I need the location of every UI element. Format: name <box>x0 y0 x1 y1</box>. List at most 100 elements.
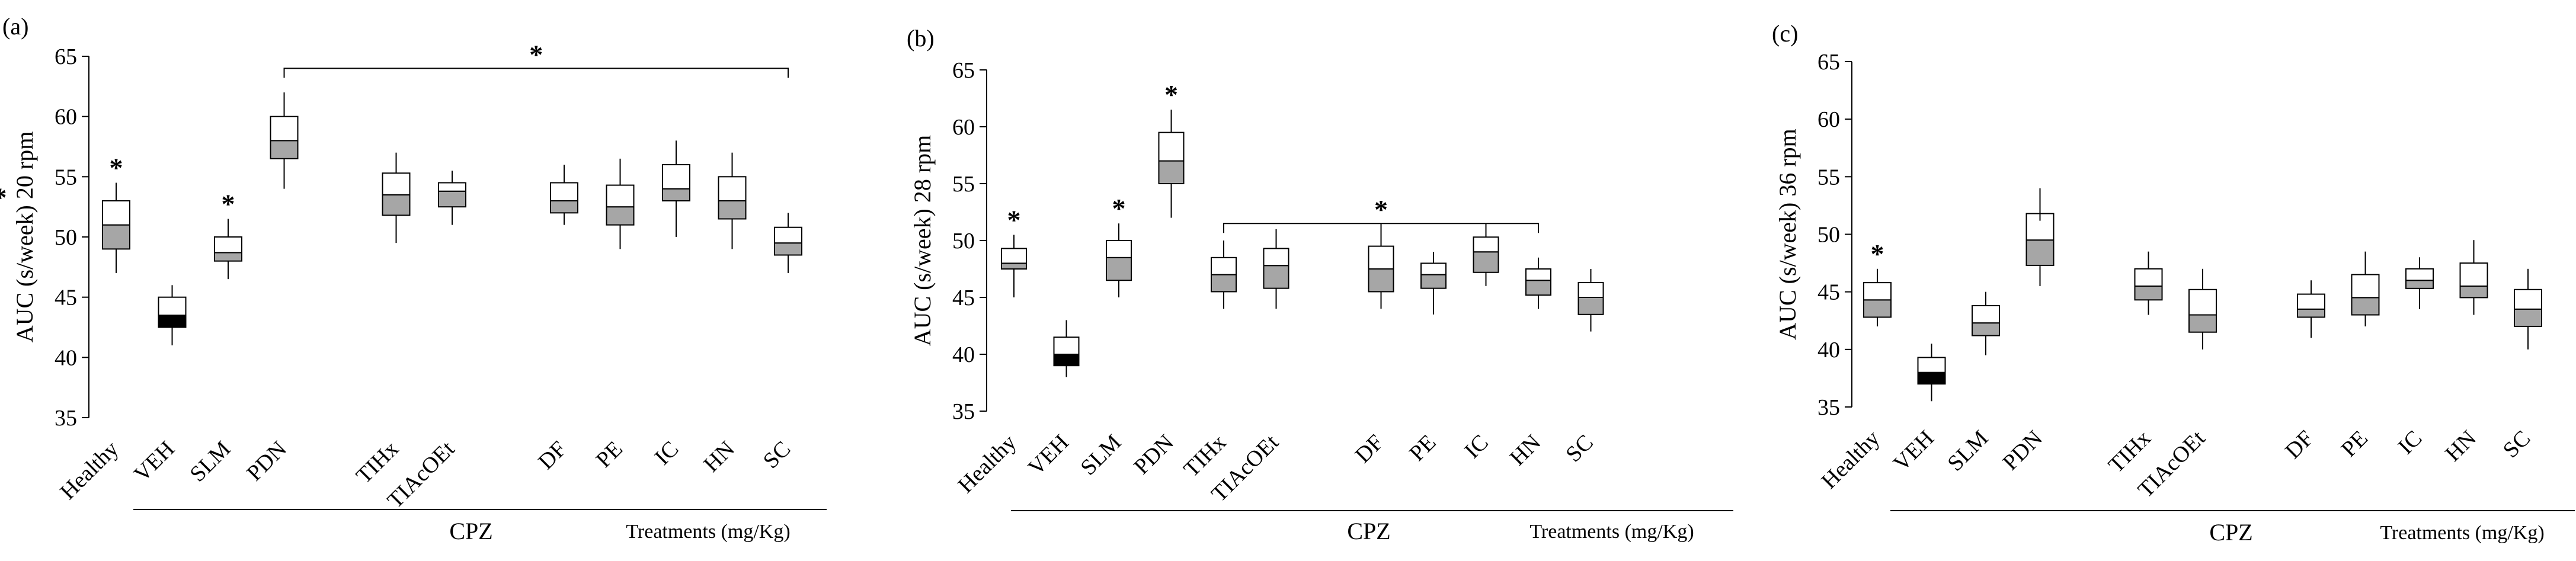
category-label: PDN <box>1998 426 2047 475</box>
box-DF <box>2297 280 2325 338</box>
box-lower-half <box>606 206 635 226</box>
box-lower-half <box>382 194 411 216</box>
y-tick-label: 35 <box>55 406 77 431</box>
box-HN <box>2459 240 2488 315</box>
panel-label: (b) <box>907 25 935 52</box>
category-label: PE <box>1404 430 1441 466</box>
box-upper-half <box>158 296 187 316</box>
box-TIHx <box>2134 251 2163 315</box>
category-label: TIHx <box>351 437 404 489</box>
box-lower-half <box>1368 268 1394 293</box>
box-lower-half <box>2297 308 2325 318</box>
box-PDN: * <box>1158 79 1185 218</box>
category-label: SLM <box>185 437 235 487</box>
box-lower-half <box>102 224 130 250</box>
y-tick-label: 40 <box>1817 338 1840 363</box>
box-VEH <box>1917 344 1946 402</box>
bracket-star: * <box>1374 194 1388 225</box>
box-upper-half <box>1053 336 1080 355</box>
y-axis-title: AUC (s/week) 28 rpm <box>909 135 936 347</box>
category-label: HN <box>2440 426 2481 467</box>
y-axis-title: AUC (s/week) 36 rpm <box>1774 129 1801 340</box>
box-upper-half <box>774 226 802 244</box>
box-lower-half <box>1917 371 1946 385</box>
box-lower-half <box>1211 274 1237 293</box>
y-tick-label: 45 <box>1817 280 1840 305</box>
y-tick-label: 60 <box>1817 107 1840 132</box>
category-label: DF <box>1351 430 1388 468</box>
box-upper-half <box>1972 304 2000 324</box>
box-upper-half <box>2459 262 2488 287</box>
box-upper-half <box>1525 268 1551 281</box>
y-tick-label: 40 <box>952 342 975 367</box>
box-SC <box>1577 269 1604 332</box>
box-upper-half <box>2351 274 2380 299</box>
box-SLM: * <box>1106 193 1132 297</box>
box-lower-half <box>270 140 299 159</box>
box-upper-half <box>1368 245 1394 270</box>
category-label: Healthy <box>1817 426 1885 494</box>
y-tick-label: 55 <box>55 165 77 190</box>
chart-panel-2: (b) 35 40 45 50 55 60 65 AUC (s/week) 28 rpm * Hea… <box>907 25 1733 544</box>
box-lower-half <box>1577 297 1604 315</box>
box-SLM: * <box>214 189 242 280</box>
box-lower-half <box>1525 280 1551 296</box>
bracket-star: * <box>529 39 543 69</box>
significance-star: * <box>222 189 235 219</box>
box-upper-half <box>1001 248 1027 264</box>
box-upper-half <box>2297 293 2325 310</box>
box-DF <box>1368 223 1394 309</box>
box-IC <box>1473 223 1499 286</box>
box-lower-half <box>662 188 690 201</box>
significance-bracket: * <box>0 182 2041 221</box>
box-upper-half <box>550 182 578 201</box>
group-label: CPZ <box>2209 519 2252 546</box>
box-lower-half <box>1158 160 1185 185</box>
y-tick-label: 50 <box>952 229 975 254</box>
box-lower-half <box>214 252 242 262</box>
box-upper-half <box>1917 357 1946 373</box>
y-tick-label: 60 <box>55 105 77 130</box>
y-tick-label: 50 <box>55 225 77 250</box>
category-label: DF <box>2280 426 2318 464</box>
box-TIAcOEt <box>438 171 466 225</box>
significance-star: * <box>1007 204 1021 235</box>
box-HN <box>1525 257 1551 309</box>
category-label: IC <box>2393 426 2427 460</box>
box-Healthy: * <box>102 153 130 273</box>
y-tick-label: 65 <box>1817 50 1840 75</box>
box-lower-half <box>718 200 747 220</box>
significance-star: * <box>1871 239 1884 269</box>
box-lower-half <box>2459 285 2488 299</box>
box-upper-half <box>1863 282 1892 301</box>
box-SC <box>774 213 802 273</box>
box-HN <box>718 152 747 249</box>
box-lower-half <box>1863 299 1892 318</box>
category-label: HN <box>1505 430 1546 471</box>
significance-bracket: * <box>1223 194 1539 233</box>
box-upper-half <box>438 182 466 192</box>
box-upper-half <box>2188 288 2217 316</box>
box-upper-half <box>2514 288 2542 310</box>
category-label: IC <box>650 437 684 470</box>
category-label: PDN <box>242 437 291 486</box>
box-lower-half <box>438 190 466 208</box>
box-upper-half <box>382 172 411 195</box>
box-lower-half <box>1420 274 1447 289</box>
box-lower-half <box>774 242 802 256</box>
x-axis-title: Treatments (mg/Kg) <box>626 521 790 543</box>
y-tick-label: 55 <box>1817 165 1840 190</box>
box-lower-half <box>1106 257 1132 281</box>
box-upper-half <box>718 176 747 202</box>
y-tick-label: 40 <box>55 345 77 370</box>
bracket-line <box>283 68 789 78</box>
category-label: SLM <box>1076 430 1126 480</box>
box-PE <box>606 158 635 249</box>
box-upper-half <box>1577 282 1604 299</box>
group-label: CPZ <box>449 518 492 544</box>
box-upper-half <box>1420 262 1447 275</box>
box-lower-half <box>2514 308 2542 327</box>
box-DF <box>550 165 578 225</box>
